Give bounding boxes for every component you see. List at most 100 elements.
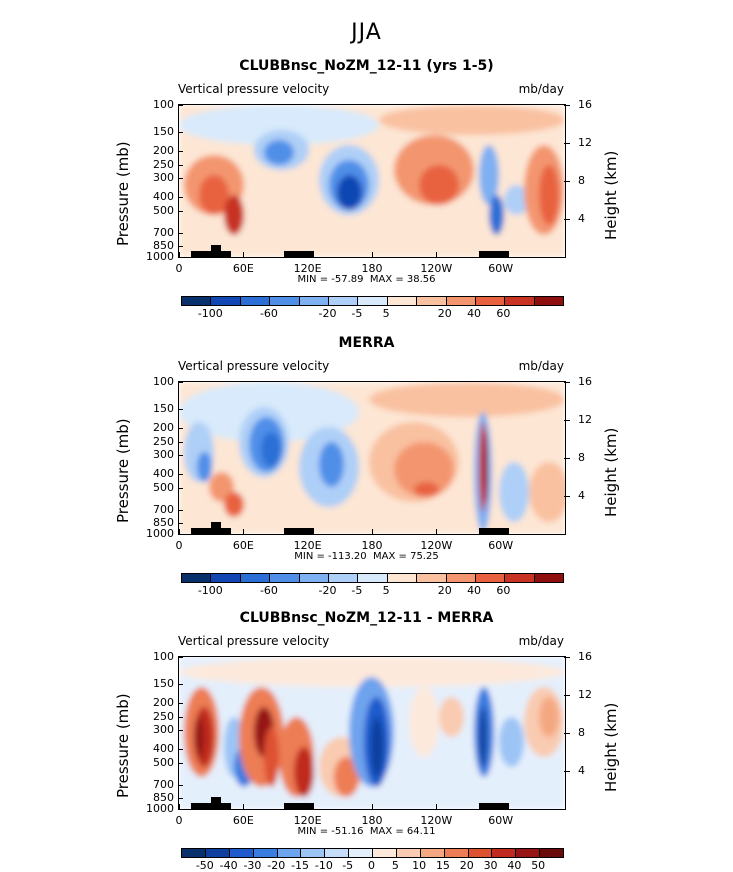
y-tick-label-pressure: 400: [153, 189, 174, 203]
colorbar-label: 50: [531, 859, 546, 872]
colorbar-swatch: [446, 574, 476, 582]
colorbar-label: 20: [437, 584, 452, 597]
heatmap-contour-region: [479, 707, 487, 767]
y-tick-right: [564, 458, 570, 459]
colorbar-label: -100: [197, 584, 223, 597]
heatmap-contour-region: [319, 442, 344, 487]
colorbar-swatch: [240, 574, 271, 582]
y-tick: [178, 657, 183, 658]
y-tick-label-pressure: 250: [153, 710, 174, 724]
y-tick: [178, 233, 183, 235]
y-tick-label-pressure: 400: [153, 741, 174, 755]
x-tick-label: 180: [361, 539, 383, 552]
x-tick: [500, 529, 502, 534]
colorbar-swatch: [253, 849, 278, 857]
x-tick: [179, 529, 180, 534]
y-tick: [178, 246, 183, 248]
y-tick-label-pressure: 250: [153, 158, 174, 172]
y-axis-title-left: Pressure (mb): [114, 418, 132, 523]
colorbar-label: 0: [368, 859, 375, 872]
heatmap-contour-region: [199, 175, 229, 215]
topography-mask: [284, 528, 314, 534]
colorbar-label: -5: [351, 307, 363, 320]
topography-mask: [191, 251, 231, 257]
y-tick: [178, 442, 183, 444]
y-tick-label-height: 8: [578, 451, 585, 464]
heatmap-plot: [178, 656, 566, 810]
colorbar-swatch: [328, 297, 359, 305]
y-tick-right: [564, 695, 570, 696]
y-tick: [178, 105, 183, 106]
colorbar-label: -100: [197, 307, 223, 320]
y-tick-label-pressure: 1000: [146, 802, 174, 815]
y-tick-label-height: 16: [578, 375, 592, 388]
colorbar-swatch: [328, 574, 359, 582]
heatmap-contour-region: [224, 195, 244, 235]
panel-title: CLUBBnsc_NoZM_12-11 (yrs 1-5): [239, 58, 494, 74]
topography-mask: [479, 803, 509, 809]
heatmap-contour-region: [264, 140, 294, 165]
min-value: MIN = -113.20: [294, 551, 367, 562]
y-tick: [178, 785, 183, 787]
panel-title: CLUBBnsc_NoZM_12-11 - MERRA: [239, 610, 494, 626]
x-tick-label: 180: [361, 262, 383, 275]
y-axis-title-right: Height (km): [602, 427, 620, 517]
y-tick: [178, 748, 183, 750]
colorbar: [181, 296, 564, 306]
colorbar-swatch: [387, 297, 418, 305]
colorbar-swatch: [211, 574, 241, 582]
topography-mask: [211, 522, 221, 530]
colorbar-label: 60: [496, 307, 511, 320]
y-tick: [178, 196, 183, 198]
colorbar-label: -20: [267, 859, 286, 872]
heatmap-plot: [178, 104, 566, 258]
y-tick-label-height: 8: [578, 726, 585, 739]
y-tick-label-pressure: 850: [153, 516, 174, 530]
x-tick-label: 120W: [420, 262, 453, 275]
colorbar-swatch: [492, 849, 517, 857]
heatmap-contour-region: [539, 697, 559, 737]
x-tick-label: 60W: [488, 262, 514, 275]
x-tick: [243, 804, 245, 809]
heatmap-contour-region: [371, 717, 383, 777]
y-axis-title-right: Height (km): [602, 150, 620, 240]
colorbar-label: 60: [496, 584, 511, 597]
colorbar-label: -30: [243, 859, 262, 872]
x-tick: [436, 804, 438, 809]
y-tick-label-height: 16: [578, 98, 592, 111]
y-tick-label-pressure: 300: [153, 170, 174, 184]
colorbar-label: 5: [391, 859, 399, 872]
y-tick: [178, 454, 183, 456]
y-tick-right: [564, 219, 570, 220]
colorbar-label: 20: [459, 859, 474, 872]
units-label: mb/day: [518, 634, 564, 648]
y-tick-right: [564, 657, 570, 658]
heatmap-contour-region: [179, 105, 379, 145]
colorbar-label: 20: [437, 307, 452, 320]
units-label: mb/day: [518, 359, 564, 373]
topography-mask: [191, 528, 231, 534]
y-tick: [178, 488, 183, 490]
heatmap-contour-region: [179, 657, 565, 687]
y-tick-label-pressure: 300: [153, 447, 174, 461]
heatmap-contour-region: [439, 697, 464, 737]
y-tick: [178, 257, 183, 258]
colorbar-swatch: [373, 849, 397, 857]
colorbar-label: 15: [435, 859, 450, 872]
colorbar-swatch: [182, 574, 212, 582]
y-axis-title-left: Pressure (mb): [114, 693, 132, 798]
x-tick-label: 60E: [232, 539, 254, 552]
x-tick-label: 60W: [488, 539, 514, 552]
colorbar-label: -40: [219, 859, 238, 872]
x-tick-label: 180: [361, 814, 383, 827]
topography-mask: [211, 797, 221, 805]
y-tick: [178, 473, 183, 475]
x-tick-label: 120W: [420, 539, 453, 552]
y-tick-right: [564, 143, 570, 144]
heatmap-contour-region: [539, 165, 559, 225]
y-tick: [178, 510, 183, 512]
heatmap-contour-region: [414, 482, 439, 497]
colorbar-swatch: [299, 574, 329, 582]
y-tick-label-pressure: 150: [153, 676, 174, 690]
colorbar-swatch: [420, 849, 445, 857]
